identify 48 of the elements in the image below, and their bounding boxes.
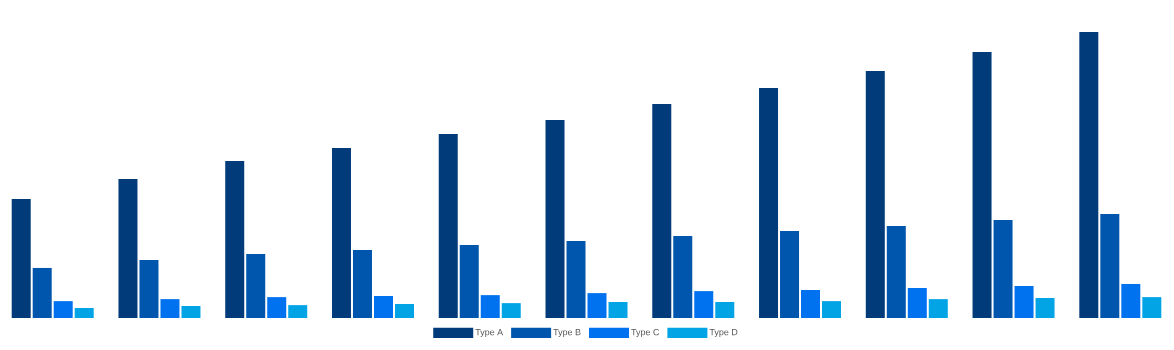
bar bbox=[11, 199, 31, 318]
bar bbox=[801, 289, 821, 318]
bar bbox=[652, 104, 672, 318]
bar bbox=[480, 295, 500, 318]
bar bbox=[501, 303, 521, 318]
bar bbox=[1100, 213, 1120, 318]
bar bbox=[32, 267, 52, 318]
bar bbox=[225, 160, 245, 318]
bar bbox=[822, 301, 842, 318]
bar bbox=[715, 301, 735, 318]
bar bbox=[545, 120, 565, 318]
bar bbox=[928, 299, 948, 318]
bar bbox=[886, 225, 906, 318]
legend-label: Type D bbox=[709, 329, 738, 338]
bar bbox=[288, 305, 308, 318]
bar bbox=[972, 52, 992, 318]
bar bbox=[587, 293, 607, 318]
bar bbox=[759, 88, 779, 318]
bar bbox=[907, 287, 927, 318]
bar bbox=[373, 295, 393, 318]
bar bbox=[459, 245, 479, 318]
bar bbox=[74, 307, 94, 318]
bar bbox=[53, 301, 73, 318]
bar bbox=[1079, 32, 1099, 318]
legend-label: Type C bbox=[631, 328, 660, 338]
bar bbox=[246, 253, 266, 318]
bar bbox=[993, 219, 1013, 318]
bar bbox=[267, 297, 287, 318]
bar bbox=[331, 148, 351, 318]
bar bbox=[438, 134, 458, 318]
bar bbox=[1121, 283, 1141, 318]
legend-label: Type B bbox=[553, 329, 581, 338]
bar bbox=[1142, 297, 1162, 318]
bar bbox=[865, 70, 885, 318]
bar bbox=[1014, 285, 1034, 318]
bar bbox=[780, 231, 800, 318]
bar bbox=[160, 299, 180, 318]
bar bbox=[694, 291, 714, 318]
legend-label: Type A bbox=[475, 329, 504, 338]
bar bbox=[352, 249, 372, 318]
bar bbox=[181, 305, 201, 318]
bar bbox=[1035, 297, 1055, 318]
bar bbox=[673, 235, 693, 318]
bar bbox=[118, 179, 138, 318]
bar bbox=[566, 241, 586, 318]
bar bbox=[139, 259, 159, 318]
bar bbox=[608, 301, 628, 318]
bar bbox=[394, 303, 414, 318]
